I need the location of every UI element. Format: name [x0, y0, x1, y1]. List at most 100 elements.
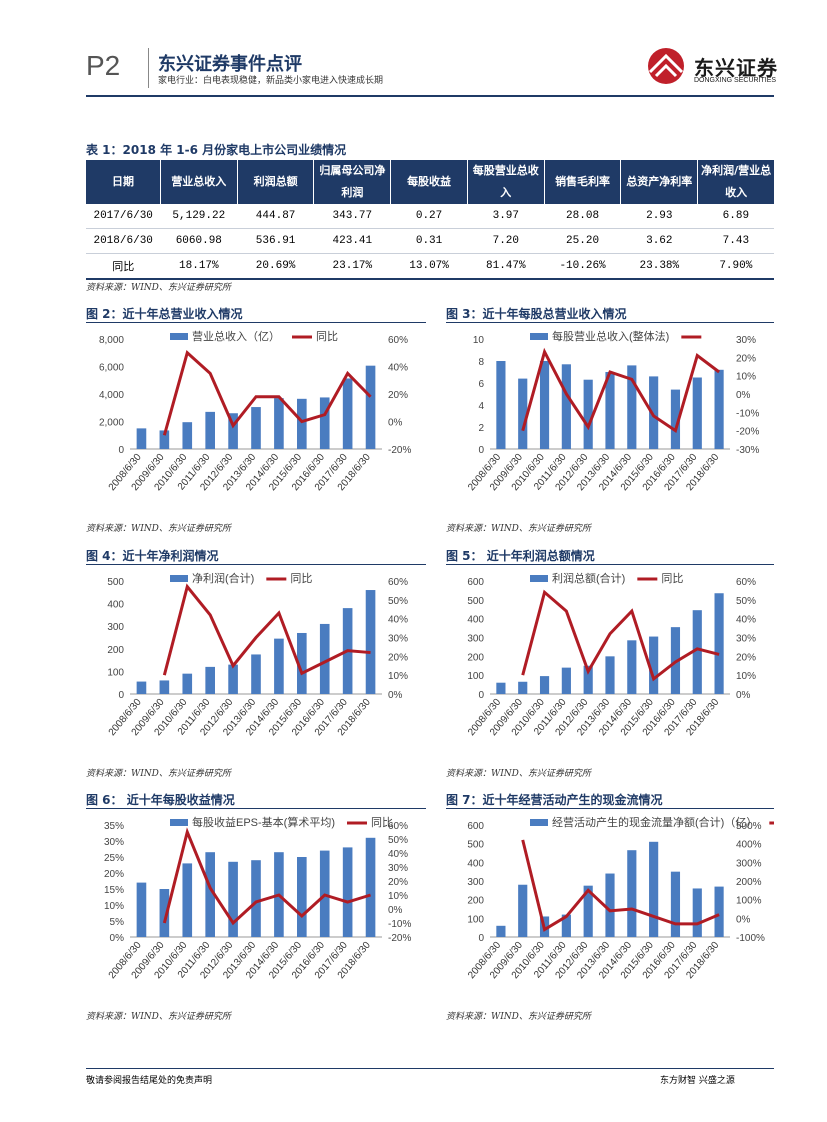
bar	[714, 593, 724, 694]
table-cell: 423.41	[313, 228, 391, 254]
table-cell: 2018/6/30	[86, 228, 161, 254]
legend-bar-swatch	[170, 333, 188, 340]
y-left-tick-label: 0	[478, 933, 484, 944]
logo-subtext: DONGXING SECURITIES	[694, 77, 777, 84]
table-cell: 28.08	[544, 204, 621, 229]
table-cell: 2017/6/30	[86, 204, 161, 229]
bar	[561, 364, 571, 449]
bar	[496, 682, 506, 694]
y-right-tick-label: 60%	[388, 821, 408, 832]
y-left-tick-label: 400	[467, 615, 484, 626]
th-rev-per-share: 每股营业总收入	[467, 160, 545, 204]
bar	[319, 623, 330, 694]
fig4-source: 资料来源：WIND、东兴证券研究所	[86, 769, 231, 779]
bar	[205, 852, 215, 937]
legend-bar-label: 每股收益EPS-基本(算术平均)	[192, 815, 335, 829]
y-left-tick-label: 4,000	[99, 390, 124, 401]
y-right-tick-label: 20%	[388, 652, 408, 663]
table-cell: 2.93	[620, 204, 698, 229]
y-right-tick-label: 10%	[388, 671, 408, 682]
fig3-rule	[446, 322, 774, 323]
y-right-tick-label: 0%	[388, 418, 403, 429]
dongxing-logo-icon	[648, 48, 684, 84]
th-net-profit: 归属母公司净利润	[313, 160, 392, 204]
fig5-rule	[446, 564, 774, 565]
table-cell: 7.90%	[697, 253, 774, 280]
bar	[251, 407, 261, 449]
y-right-tick-label: 20%	[388, 390, 408, 401]
y-left-tick-label: 2	[478, 423, 484, 434]
y-right-tick-label: 400%	[736, 840, 762, 851]
page-number: P2	[86, 50, 121, 81]
table-cell: 0.31	[390, 228, 468, 254]
th-roa: 总资产净利率	[620, 160, 699, 204]
bar	[365, 365, 376, 449]
bar	[539, 361, 550, 449]
bar	[205, 411, 215, 449]
table-cell: 6.89	[697, 204, 774, 229]
growth-line	[521, 839, 720, 932]
y-left-tick-label: 100	[467, 671, 484, 682]
bar	[583, 885, 593, 937]
table-cell: 536.91	[237, 228, 314, 254]
bar	[136, 681, 147, 694]
y-right-tick-label: -20%	[388, 445, 411, 456]
bar	[627, 365, 637, 449]
y-right-tick-label: 50%	[736, 596, 756, 607]
y-left-tick-label: 0	[118, 445, 124, 456]
legend-line-label: 同比	[661, 572, 683, 585]
table-cell: 23.17%	[313, 253, 391, 280]
y-left-tick-label: 8,000	[99, 335, 124, 346]
y-right-tick-label: 10%	[736, 671, 756, 682]
fig7-rule	[446, 808, 774, 809]
y-left-tick-label: 10	[473, 335, 485, 346]
legend-bar-label: 经营活动产生的现金流量净额(合计)（亿）	[552, 815, 757, 829]
y-left-tick-label: 200	[467, 896, 484, 907]
bar	[228, 413, 238, 449]
fig6-chart: 0% 5% 10% 15% 20% 25% 30% 35% -20% -10% 0% 10% 20% 30…	[104, 815, 411, 981]
y-right-tick-label: -100%	[736, 933, 765, 944]
y-left-tick-label: 25%	[104, 853, 124, 864]
table-cell: 0.27	[390, 204, 468, 229]
fig7-caption: 图 7：近十年经营活动产生的现金流情况	[446, 793, 663, 807]
y-left-tick-label: 300	[467, 634, 484, 645]
bar	[274, 638, 284, 694]
table-cell: 3.97	[467, 204, 545, 229]
table-cell: 25.20	[544, 228, 621, 254]
bar	[605, 873, 615, 937]
legend-bar-label: 净利润(合计)	[192, 571, 254, 585]
y-left-tick-label: 300	[107, 622, 124, 633]
growth-line	[162, 350, 372, 436]
y-left-tick-label: 400	[467, 858, 484, 869]
bar	[159, 680, 170, 694]
fig3-source: 资料来源：WIND、东兴证券研究所	[446, 524, 591, 534]
results-table: 日期 营业总收入 利润总额 归属母公司净利润 每股收益 每股营业总收入 销售毛利…	[86, 160, 774, 280]
fig2-rule	[86, 322, 426, 323]
bar	[365, 837, 376, 937]
bar	[692, 377, 702, 449]
fig2-source: 资料来源：WIND、东兴证券研究所	[86, 524, 231, 534]
y-right-tick-label: 500%	[736, 821, 762, 832]
th-eps: 每股收益	[390, 160, 468, 204]
bar	[228, 664, 238, 694]
header-divider	[148, 48, 149, 88]
table-cell: 7.43	[697, 228, 774, 254]
y-left-tick-label: 600	[467, 821, 484, 832]
bar	[251, 654, 261, 694]
y-left-tick-label: 4	[478, 401, 484, 412]
footer-rule	[86, 1068, 774, 1069]
legend-bar-swatch	[530, 575, 548, 582]
bar	[670, 871, 681, 937]
y-right-tick-label: 30%	[388, 863, 408, 874]
bar	[297, 398, 307, 449]
bar	[496, 361, 506, 449]
y-right-tick-label: -20%	[388, 933, 411, 944]
th-gross-margin: 销售毛利率	[544, 160, 622, 204]
bar	[692, 610, 702, 694]
y-right-tick-label: -10%	[736, 408, 759, 419]
bar	[251, 860, 261, 937]
y-right-tick-label: 10%	[736, 372, 756, 383]
y-left-tick-label: 2,000	[99, 418, 124, 429]
fig3-caption: 图 3：近十年每股总营业收入情况	[446, 307, 627, 321]
y-right-tick-label: -30%	[736, 445, 759, 456]
